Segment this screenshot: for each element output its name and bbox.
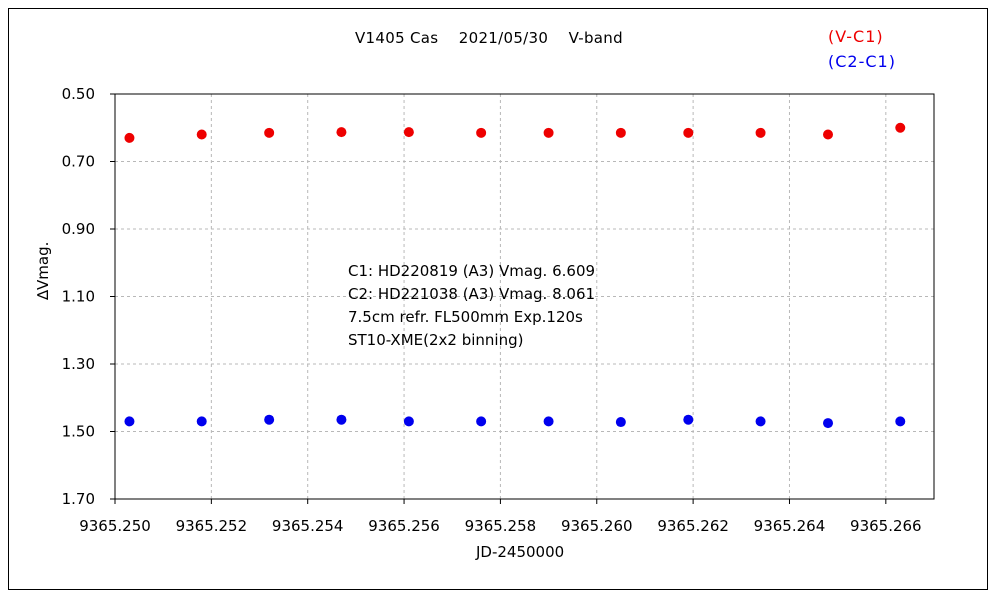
data-point-series-0 (683, 127, 694, 138)
x-axis-label: JD-2450000 (476, 543, 565, 561)
chart-title: V1405 Cas 2021/05/30 V-band (355, 29, 623, 47)
x-tick-label: 9365.258 (465, 517, 537, 535)
data-point-series-0 (615, 127, 626, 138)
legend-entry-c2-c1: (C2-C1) (828, 52, 896, 71)
data-point-series-1 (615, 417, 626, 428)
y-tick-label: 1.30 (62, 355, 95, 373)
x-tick-label: 9365.260 (561, 517, 633, 535)
data-point-series-1 (823, 418, 834, 429)
annotation-c1: C1: HD220819 (A3) Vmag. 6.609 (348, 262, 596, 280)
annotation-camera: ST10-XME(2x2 binning) (348, 331, 524, 349)
data-point-series-0 (755, 127, 766, 138)
x-tick-label: 9365.256 (368, 517, 440, 535)
legend-entry-v-c1: (V-C1) (828, 27, 884, 46)
data-point-series-1 (543, 416, 554, 427)
y-axis-label: ∆Vmag. (34, 241, 52, 300)
data-point-series-0 (895, 122, 906, 133)
x-tick-label: 9365.250 (79, 517, 151, 535)
data-point-series-1 (895, 416, 906, 427)
data-point-series-1 (124, 416, 135, 427)
y-tick-label: 0.90 (62, 220, 95, 238)
annotation-telescope: 7.5cm refr. FL500mm Exp.120s (348, 308, 583, 326)
x-tick-label: 9365.266 (850, 517, 922, 535)
y-tick-label: 1.70 (62, 490, 95, 508)
annotation-c2: C2: HD221038 (A3) Vmag. 8.061 (348, 285, 596, 303)
data-point-series-1 (196, 416, 207, 427)
data-point-series-0 (543, 127, 554, 138)
data-point-series-0 (823, 129, 834, 140)
y-tick-label: 1.50 (62, 423, 95, 441)
data-point-series-1 (403, 416, 414, 427)
data-point-series-0 (403, 127, 414, 138)
chart-frame (8, 8, 988, 590)
data-point-series-1 (683, 414, 694, 425)
data-point-series-1 (755, 416, 766, 427)
x-tick-label: 9365.252 (176, 517, 248, 535)
data-point-series-1 (264, 414, 275, 425)
data-point-series-1 (336, 414, 347, 425)
annotation-block: C1: HD220819 (A3) Vmag. 6.609 C2: HD2210… (348, 260, 595, 352)
x-tick-label: 9365.264 (754, 517, 826, 535)
x-tick-label: 9365.262 (657, 517, 729, 535)
data-point-series-0 (264, 127, 275, 138)
data-point-series-1 (476, 416, 487, 427)
data-point-series-0 (196, 129, 207, 140)
data-point-series-0 (476, 127, 487, 138)
y-tick-label: 0.50 (62, 85, 95, 103)
data-point-series-0 (124, 132, 135, 143)
y-tick-label: 1.10 (62, 288, 95, 306)
x-tick-label: 9365.254 (272, 517, 344, 535)
y-tick-label: 0.70 (62, 153, 95, 171)
data-point-series-0 (336, 127, 347, 138)
